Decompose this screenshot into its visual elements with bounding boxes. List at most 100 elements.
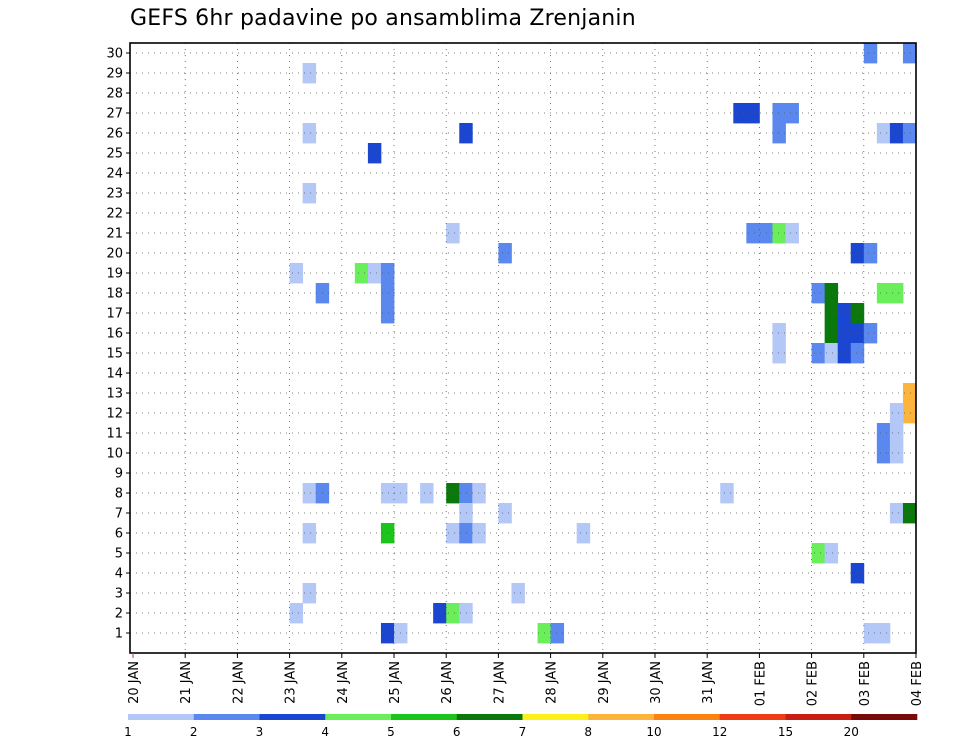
precip-cell <box>720 483 734 504</box>
y-tick-label: 13 <box>106 387 123 402</box>
precip-cell <box>459 483 473 504</box>
precip-cell <box>472 483 486 504</box>
legend-label: 15 <box>778 725 793 739</box>
precip-cell <box>889 443 904 464</box>
y-tick-label: 17 <box>106 307 123 322</box>
legend-label: 1 <box>124 725 132 739</box>
y-tick-label: 14 <box>106 367 123 382</box>
y-tick-label: 27 <box>106 107 123 122</box>
precip-cell <box>772 343 786 364</box>
precip-cell <box>811 343 826 364</box>
y-axis: 1234567891011121314151617181920212223242… <box>106 47 130 642</box>
precip-cell <box>302 523 317 544</box>
precip-cell <box>459 503 473 524</box>
precip-cell <box>824 323 839 344</box>
data-cells <box>289 43 917 644</box>
y-tick-label: 23 <box>106 187 123 202</box>
precip-cell <box>446 603 460 624</box>
x-tick-label: 31 JAN <box>701 661 716 704</box>
precip-cell <box>811 543 826 564</box>
legend-swatch <box>193 714 260 720</box>
precip-cell <box>850 563 865 584</box>
y-tick-label: 24 <box>106 167 123 182</box>
legend-swatch <box>456 714 523 720</box>
precip-cell <box>876 123 891 144</box>
precip-cell <box>380 263 395 284</box>
legend-swatch <box>654 714 721 720</box>
precip-cell <box>354 263 369 284</box>
precip-cell <box>824 283 839 304</box>
precip-cell <box>863 243 878 264</box>
precip-cell <box>433 603 447 624</box>
precip-cell <box>380 283 395 304</box>
x-tick-label: 04 FEB <box>910 661 925 706</box>
legend-label: 4 <box>321 725 329 739</box>
legend-label: 10 <box>646 725 661 739</box>
precip-cell <box>302 483 317 504</box>
y-tick-label: 1 <box>115 627 123 642</box>
y-tick-label: 4 <box>115 567 123 582</box>
legend-label: 3 <box>256 725 264 739</box>
precip-cell <box>876 623 891 644</box>
y-tick-label: 5 <box>115 547 123 562</box>
precip-cell <box>863 623 878 644</box>
x-tick-label: 26 JAN <box>440 661 455 704</box>
y-tick-label: 12 <box>106 407 123 422</box>
legend-label: 20 <box>844 725 859 739</box>
color-legend: 1 2 3 4 5 6 7 8 10 12 15 20 <box>124 714 918 739</box>
chart-title: GEFS 6hr padavine po ansamblima Zrenjani… <box>130 6 636 31</box>
precip-cell <box>772 103 786 124</box>
legend-swatch <box>522 714 589 720</box>
legend-swatch <box>588 714 655 720</box>
y-tick-label: 10 <box>106 447 123 462</box>
y-tick-label: 18 <box>106 287 123 302</box>
precip-cell <box>367 143 382 164</box>
precip-cell <box>302 123 317 144</box>
precip-cell <box>850 323 865 344</box>
y-tick-label: 2 <box>115 607 123 622</box>
precip-cell <box>446 223 460 244</box>
precip-cell <box>302 583 317 604</box>
precip-cell <box>889 503 904 524</box>
legend-swatch <box>785 714 852 720</box>
x-tick-label: 23 JAN <box>284 661 299 704</box>
legend-label: 7 <box>519 725 527 739</box>
precip-cell <box>459 603 473 624</box>
precip-cell <box>746 223 760 244</box>
precip-cell <box>511 583 525 604</box>
x-tick-label: 20 JAN <box>127 661 142 704</box>
precip-cell <box>459 123 473 144</box>
precip-cell <box>733 103 747 124</box>
precip-cell <box>289 603 304 624</box>
y-tick-label: 21 <box>106 227 123 242</box>
legend-swatch <box>259 714 326 720</box>
precip-cell <box>772 223 786 244</box>
precip-cell <box>380 523 395 544</box>
precip-cell <box>302 183 317 204</box>
precip-cell <box>498 243 512 264</box>
precip-cell <box>446 523 460 544</box>
x-tick-label: 29 JAN <box>597 661 612 704</box>
y-tick-label: 20 <box>106 247 123 262</box>
x-tick-label: 27 JAN <box>492 661 507 704</box>
y-tick-label: 9 <box>115 467 123 482</box>
legend-label: 8 <box>584 725 592 739</box>
x-tick-label: 25 JAN <box>388 661 403 704</box>
y-tick-label: 7 <box>115 507 123 522</box>
precip-cell <box>367 263 382 284</box>
precip-cell <box>746 103 760 124</box>
x-tick-label: 02 FEB <box>806 661 821 706</box>
precip-cell <box>420 483 434 504</box>
precip-cell <box>380 623 395 644</box>
x-tick-label: 01 FEB <box>753 661 768 706</box>
precip-cell <box>889 403 904 424</box>
legend-label: 6 <box>453 725 461 739</box>
y-tick-label: 3 <box>115 587 123 602</box>
x-tick-label: 22 JAN <box>231 661 246 704</box>
precip-cell <box>576 523 591 544</box>
precip-cell <box>902 403 917 424</box>
precip-cell <box>811 283 826 304</box>
precip-cell <box>785 103 799 124</box>
precip-cell <box>824 343 839 364</box>
